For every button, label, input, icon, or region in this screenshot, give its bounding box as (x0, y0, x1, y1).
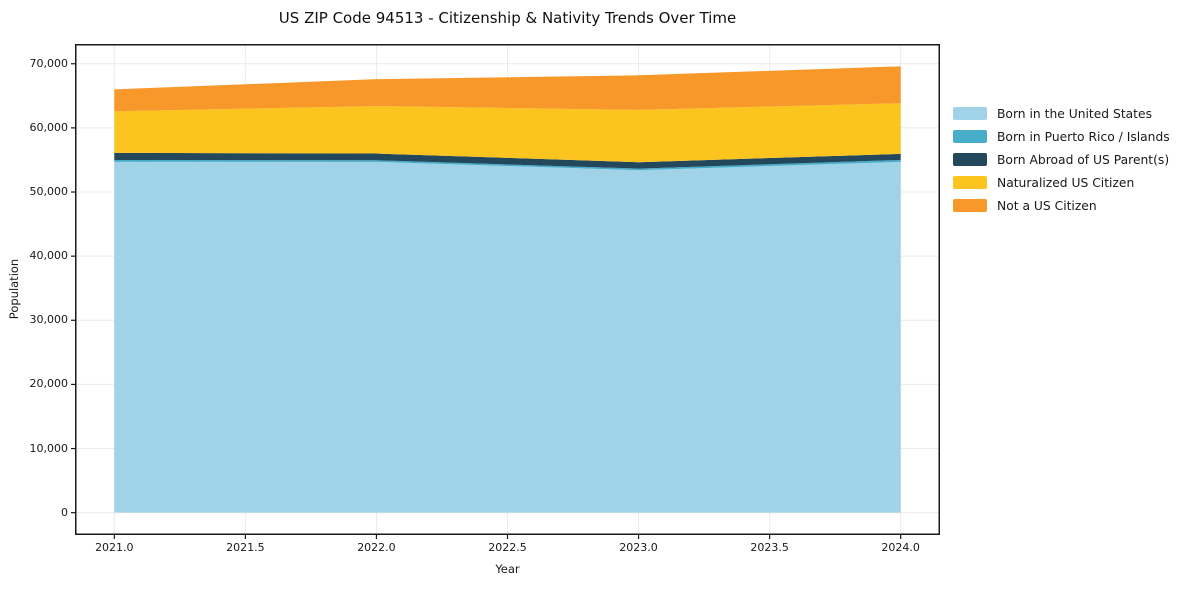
y-tick-label: 0 (61, 505, 68, 519)
legend-swatch (953, 153, 987, 166)
axes-border (75, 44, 940, 535)
area-series (114, 159, 901, 171)
legend-swatch (953, 130, 987, 143)
legend-label: Naturalized US Citizen (997, 175, 1135, 190)
area-series (114, 161, 901, 513)
legend: Born in the United States Born in Puerto … (953, 102, 1170, 217)
y-tick-label: 10,000 (29, 441, 69, 455)
x-tick-label: 2022.5 (488, 541, 527, 554)
y-tick-label: 20,000 (29, 377, 69, 391)
legend-label: Born Abroad of US Parent(s) (997, 152, 1170, 167)
legend-swatch (953, 176, 987, 189)
legend-label: Born in Puerto Rico / Islands (997, 129, 1170, 144)
y-tick-label: 60,000 (29, 120, 69, 134)
x-tick-label: 2024.0 (881, 541, 920, 554)
y-tick-label: 30,000 (29, 313, 69, 327)
chart-title: US ZIP Code 94513 - Citizenship & Nativi… (278, 9, 737, 27)
y-tick-label: 70,000 (29, 56, 69, 70)
y-tick-label: 40,000 (29, 249, 69, 263)
y-axis-label: Population (7, 258, 21, 320)
x-tick-label: 2021.0 (95, 541, 134, 554)
x-tick-label: 2021.5 (226, 541, 265, 554)
legend-label: Born in the United States (997, 106, 1152, 121)
x-axis-label: Year (495, 562, 520, 576)
area-series (114, 66, 901, 112)
plot-area (71, 44, 940, 539)
legend-item: Born in the United States (953, 102, 1170, 125)
x-tick-label: 2023.5 (750, 541, 789, 554)
area-series (114, 152, 901, 169)
legend-item: Naturalized US Citizen (953, 171, 1170, 194)
legend-label: Not a US Citizen (997, 198, 1097, 213)
legend-swatch (953, 107, 987, 120)
legend-item: Not a US Citizen (953, 194, 1170, 217)
legend-swatch (953, 199, 987, 212)
area-series (114, 103, 901, 163)
x-tick-label: 2023.0 (619, 541, 658, 554)
legend-item: Born Abroad of US Parent(s) (953, 148, 1170, 171)
y-tick-label: 50,000 (29, 185, 69, 199)
legend-item: Born in Puerto Rico / Islands (953, 125, 1170, 148)
x-tick-label: 2022.0 (357, 541, 396, 554)
